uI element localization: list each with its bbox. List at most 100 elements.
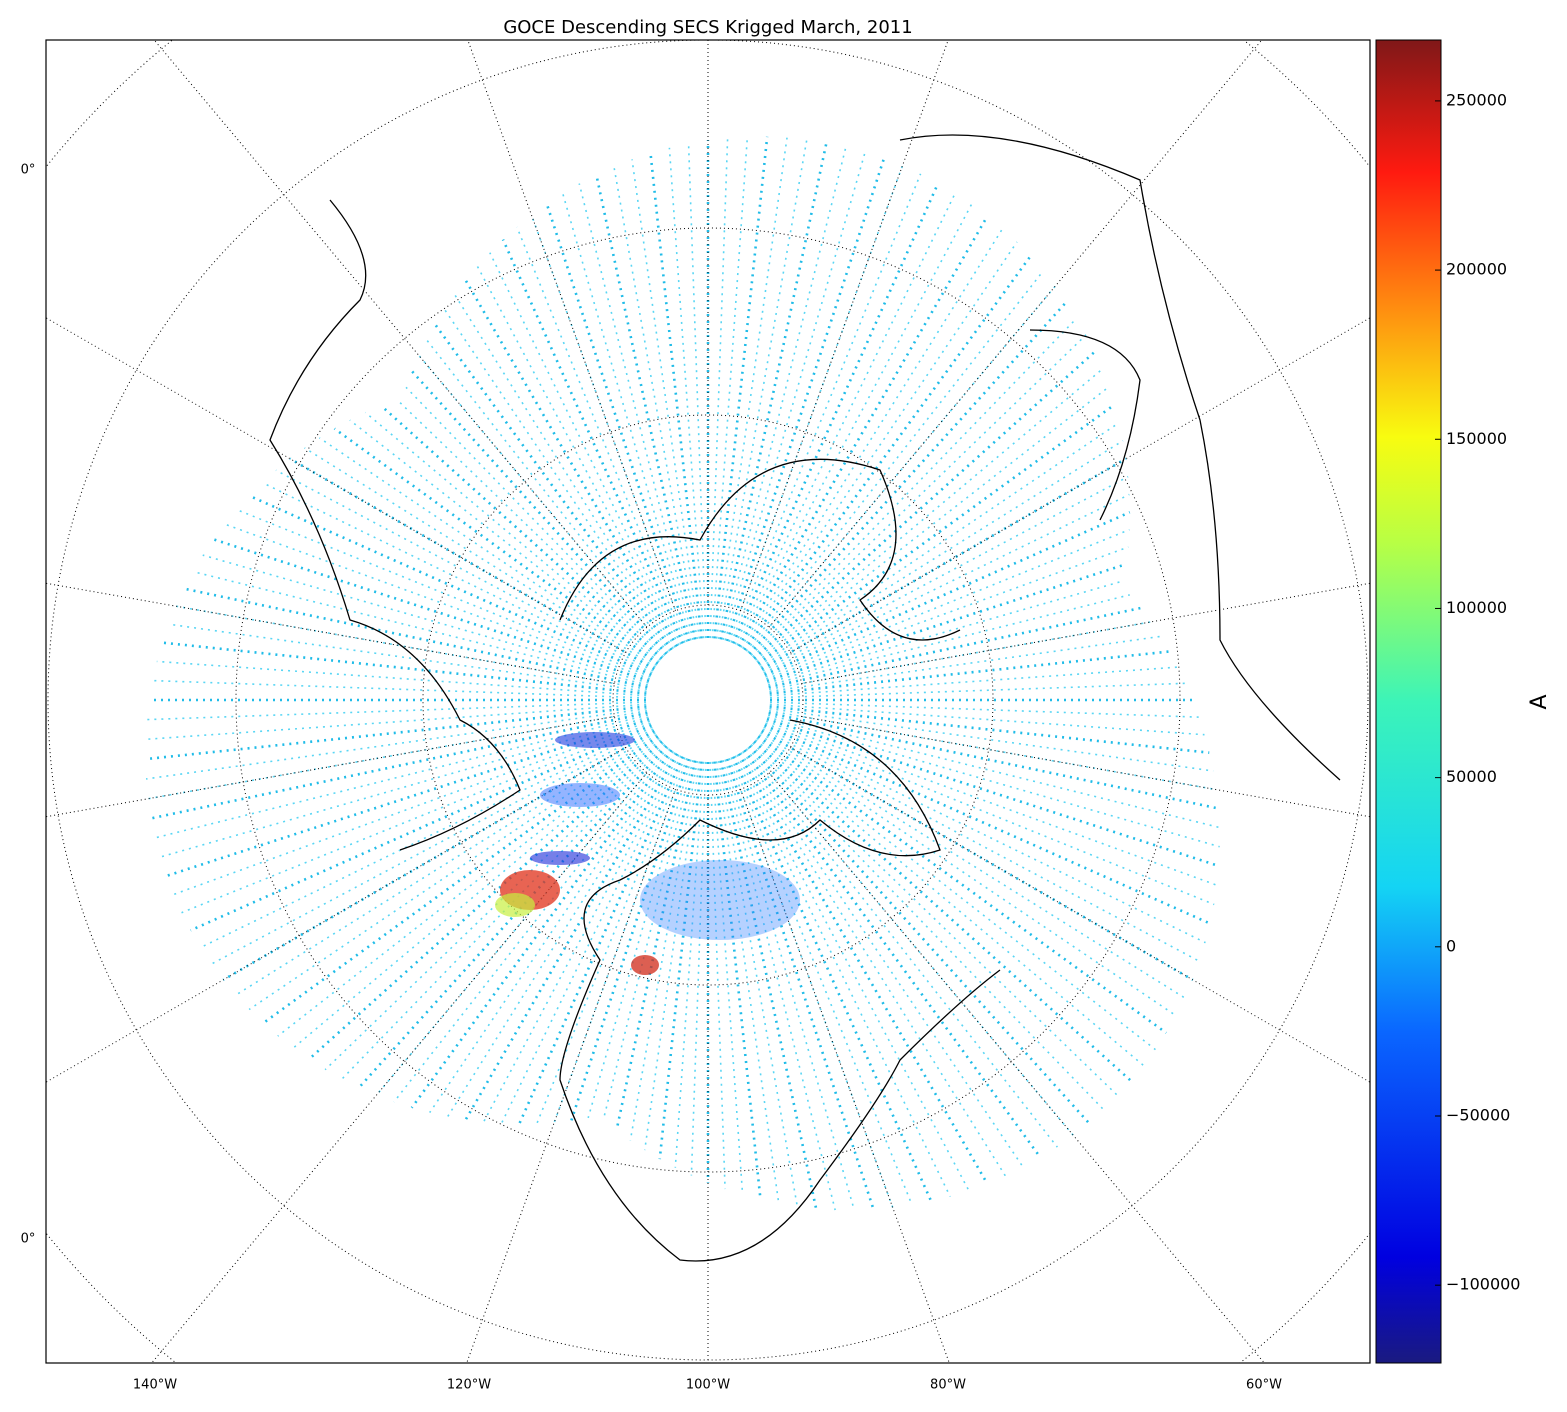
- dot-ray: [578, 183, 694, 641]
- meridian: [151, 772, 648, 1363]
- dot-ray: [349, 419, 660, 663]
- hotspot: [555, 732, 635, 748]
- dot-ray: [483, 754, 680, 1123]
- dot-ray: [737, 753, 989, 1185]
- dot-ray: [769, 635, 1161, 693]
- dot-ray: [742, 750, 1025, 1168]
- dot-ray: [713, 136, 769, 639]
- meridian: [790, 747, 1370, 1083]
- dot-ray: [754, 368, 1103, 661]
- dot-ray: [690, 761, 707, 1176]
- colorbar-tick-label: 50000: [1446, 767, 1497, 786]
- dot-ray: [489, 252, 682, 645]
- dot-ray: [768, 606, 1141, 689]
- colorbar: [1375, 39, 1442, 1364]
- lon-label: 140°W: [133, 1378, 177, 1393]
- dot-ray: [769, 650, 1170, 695]
- colorbar-axis: −100000 −50000 0 50000 100000 150000 200000 250…: [1435, 90, 1520, 1294]
- dot-ray: [248, 734, 658, 1011]
- dot-ray: [732, 182, 940, 644]
- dot-ray: [262, 735, 659, 1025]
- dot-ray: [742, 241, 1018, 650]
- dot-ray: [753, 350, 1096, 660]
- meridian: [466, 789, 676, 1363]
- dot-ray: [464, 753, 679, 1121]
- dot-ray: [753, 740, 1133, 1083]
- dot-ray: [762, 728, 1200, 963]
- dot-ray: [767, 579, 1125, 684]
- dot-ray: [304, 447, 656, 668]
- dot-ray: [570, 758, 691, 1121]
- dot-ray: [724, 759, 856, 1211]
- dot-ray: [765, 720, 1218, 887]
- dot-ray: [587, 759, 692, 1119]
- dot-ray: [476, 265, 680, 646]
- dot-ray: [717, 139, 808, 640]
- dot-ray: [756, 386, 1110, 663]
- dot-ray: [768, 621, 1151, 691]
- dot-ray: [333, 427, 659, 665]
- dot-ray: [745, 748, 1058, 1148]
- lon-label: 100°W: [686, 1378, 730, 1393]
- dot-ray: [719, 142, 828, 640]
- dot-ray: [530, 214, 688, 643]
- hotspot: [540, 783, 620, 807]
- dot-ray: [426, 339, 671, 652]
- dot-ray: [722, 759, 836, 1211]
- hotspot: [530, 851, 590, 865]
- hotspot: [631, 955, 659, 975]
- dot-ray: [732, 756, 933, 1202]
- dot-ray: [769, 682, 1186, 699]
- map-labels: 140°W 120°W 100°W 80°W 60°W 0° 0°: [21, 163, 1282, 1393]
- dot-ray: [764, 724, 1211, 925]
- lon-label: 120°W: [447, 1378, 491, 1393]
- dot-ray: [429, 750, 674, 1114]
- dot-ray: [752, 742, 1119, 1097]
- dot-ray: [758, 734, 1177, 1017]
- pole-hole: [648, 640, 768, 760]
- dot-ray: [750, 744, 1105, 1111]
- dot-ray: [709, 761, 726, 1190]
- colorbar-tick-label: 200000: [1446, 260, 1507, 279]
- dot-ray: [629, 760, 699, 1141]
- dot-ray: [757, 735, 1167, 1034]
- colorbar-tick-label: 100000: [1446, 598, 1507, 617]
- lat-label: 0°: [21, 163, 36, 178]
- dot-ray: [152, 679, 647, 699]
- dot-ray: [145, 707, 647, 780]
- dot-ray: [722, 146, 847, 641]
- dot-ray: [500, 755, 682, 1124]
- colorbar-tick-label: 250000: [1446, 90, 1507, 109]
- dot-ray: [728, 757, 894, 1209]
- dot-ray: [183, 587, 648, 689]
- dot-ray: [668, 147, 705, 639]
- dot-ray: [736, 754, 970, 1192]
- dot-ray: [411, 370, 668, 655]
- dot-ray: [725, 157, 886, 642]
- dot-ray: [769, 707, 1214, 772]
- colorbar-tick-label: 0: [1446, 936, 1456, 955]
- data-dots: [145, 136, 1220, 1211]
- dot-ray: [740, 228, 1004, 648]
- hotspots: [495, 732, 800, 975]
- dot-ray: [765, 546, 1129, 680]
- dot-ray: [224, 523, 651, 680]
- dot-ray: [754, 739, 1145, 1067]
- dot-ray: [261, 481, 653, 674]
- dot-ray: [750, 317, 1078, 656]
- dot-ray: [769, 701, 1199, 718]
- dot-ray: [516, 226, 686, 643]
- dot-ray: [553, 757, 688, 1123]
- dot-ray: [737, 215, 989, 647]
- dot-ray: [561, 193, 692, 641]
- dot-ray: [760, 440, 1124, 668]
- dot-ray: [766, 717, 1220, 868]
- hotspot: [640, 860, 800, 940]
- dot-ray: [674, 761, 705, 1168]
- dot-ray: [709, 138, 729, 639]
- title: GOCE Descending SECS Krigged March, 2011: [503, 17, 912, 38]
